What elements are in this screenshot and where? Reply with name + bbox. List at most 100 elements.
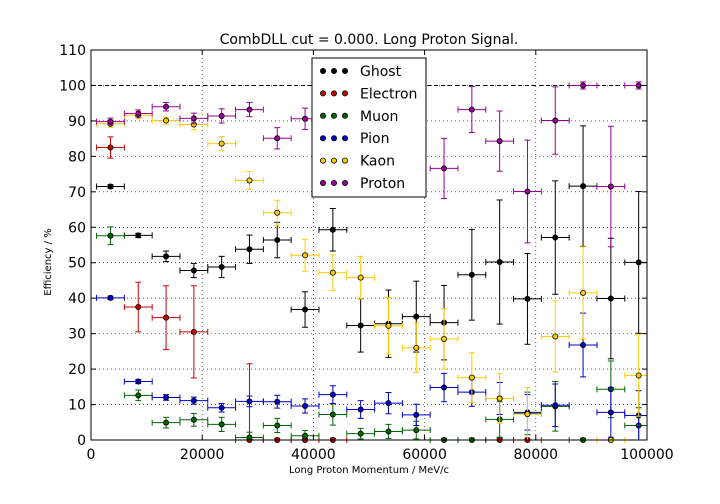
legend-label: Pion (360, 131, 389, 147)
x-tick-label: 0 (87, 447, 96, 463)
legend-marker (330, 112, 337, 119)
data-point (357, 430, 364, 437)
y-tick-label: 60 (68, 220, 86, 236)
data-point (357, 322, 364, 329)
legend-label: Electron (360, 86, 417, 102)
y-tick-label: 110 (59, 43, 86, 59)
data-point (246, 106, 253, 113)
data-point (246, 246, 253, 253)
data-point (441, 335, 448, 342)
data-point (274, 237, 281, 244)
series-proton (96, 81, 648, 248)
axis-ticks: 0 20000 40000 60000 80000 100000 0 10 20 30 40 50 60… (59, 43, 673, 463)
data-point (607, 409, 614, 416)
data-point (163, 103, 170, 110)
data-point (302, 402, 309, 409)
legend: Ghost Electron Muon Pion Kaon Proton (311, 57, 427, 198)
y-tick-label: 30 (68, 327, 86, 343)
data-point (218, 404, 225, 411)
series-ghost (96, 125, 648, 361)
data-point (329, 411, 336, 418)
data-point (163, 419, 170, 426)
legend-item-ghost: Ghost (319, 64, 402, 80)
data-point (329, 269, 336, 276)
data-point (163, 117, 170, 124)
data-point (552, 333, 559, 340)
x-axis-label: Long Proton Momentum / MeV/c (289, 465, 449, 476)
data-point (218, 140, 225, 147)
data-point (357, 274, 364, 281)
plot-frame (90, 49, 648, 441)
legend-marker (341, 135, 348, 142)
data-point (580, 183, 587, 190)
series-pion (96, 294, 648, 441)
data-point (468, 271, 475, 278)
data-point (635, 372, 642, 379)
legend-item-electron: Electron (319, 86, 417, 102)
data-point (163, 394, 170, 401)
legend-marker (330, 90, 337, 97)
data-point (107, 183, 114, 190)
data-point (107, 294, 114, 301)
data-point (246, 177, 253, 184)
data-point (135, 304, 142, 311)
legend-marker (330, 135, 337, 142)
data-point (524, 188, 531, 195)
legend-marker (341, 157, 348, 164)
legend-label: Kaon (360, 154, 395, 170)
data-point (635, 259, 642, 266)
data-point (385, 428, 392, 435)
data-point (246, 434, 253, 441)
y-tick-label: 10 (68, 398, 86, 414)
data-point (135, 392, 142, 399)
y-axis-label: Efficiency / % (43, 228, 54, 295)
y-tick-label: 0 (77, 433, 86, 449)
data-point (441, 384, 448, 391)
data-point (385, 322, 392, 329)
data-point (329, 391, 336, 398)
data-point (413, 313, 420, 320)
data-point (135, 232, 142, 239)
data-point (274, 135, 281, 142)
legend-marker (330, 157, 337, 164)
data-point (607, 183, 614, 190)
legend-marker (330, 68, 337, 75)
data-point (107, 232, 114, 239)
data-point (107, 144, 114, 151)
series-muon (96, 226, 648, 443)
legend-item-kaon: Kaon (319, 154, 395, 170)
data-point (635, 82, 642, 89)
data-point (135, 110, 142, 117)
legend-marker (319, 68, 326, 75)
y-tick-label: 100 (59, 78, 86, 94)
legend-marker (341, 90, 348, 97)
data-point (274, 422, 281, 429)
data-point (496, 259, 503, 266)
data-point (357, 406, 364, 413)
data-point (496, 395, 503, 402)
data-point (524, 411, 531, 418)
y-tick-label: 20 (68, 362, 86, 378)
x-tick-label: 20000 (180, 447, 225, 463)
data-point (413, 411, 420, 418)
data-point (135, 378, 142, 385)
legend-marker (319, 135, 326, 142)
data-point (302, 432, 309, 439)
legend-marker (319, 112, 326, 119)
data-point (468, 106, 475, 113)
legend-label: Muon (360, 109, 398, 125)
legend-label: Proton (360, 176, 405, 192)
data-point (246, 398, 253, 405)
data-point (302, 306, 309, 313)
legend-marker (341, 179, 348, 186)
data-point (218, 112, 225, 119)
legend-item-muon: Muon (319, 109, 398, 125)
legend-marker (330, 179, 337, 186)
series-kaon (96, 111, 648, 443)
legend-marker (319, 179, 326, 186)
y-tick-label: 80 (68, 149, 86, 165)
data-point (468, 374, 475, 381)
y-tick-label: 50 (68, 256, 86, 272)
data-point (274, 398, 281, 405)
